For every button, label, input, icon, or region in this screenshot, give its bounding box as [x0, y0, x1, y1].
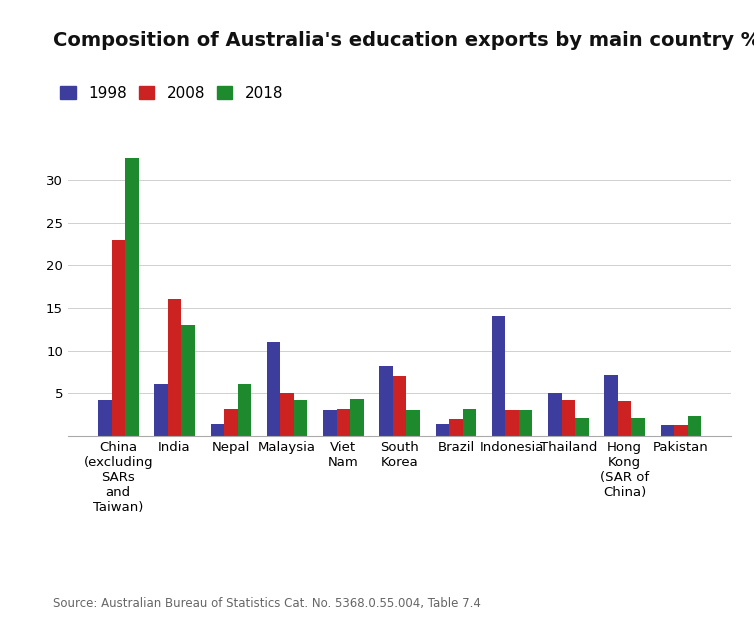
Bar — [168, 300, 181, 436]
Bar — [618, 401, 631, 436]
Bar — [181, 325, 195, 436]
Bar — [661, 425, 674, 436]
Bar — [210, 424, 224, 436]
Bar — [379, 366, 393, 436]
Bar — [155, 384, 168, 436]
Bar — [280, 392, 294, 436]
Text: Composition of Australia's education exports by main country %: Composition of Australia's education exp… — [53, 31, 754, 50]
Bar — [267, 342, 280, 436]
Bar — [98, 400, 112, 436]
Bar — [436, 424, 449, 436]
Bar — [492, 316, 505, 436]
Bar — [562, 400, 575, 436]
Bar — [631, 418, 645, 436]
Bar — [323, 411, 336, 436]
Bar — [336, 409, 350, 436]
Text: Source: Australian Bureau of Statistics Cat. No. 5368.0.55.004, Table 7.4: Source: Australian Bureau of Statistics … — [53, 597, 480, 611]
Legend: 1998, 2008, 2018: 1998, 2008, 2018 — [60, 85, 283, 100]
Bar — [294, 400, 308, 436]
Bar — [406, 409, 420, 436]
Bar — [393, 376, 406, 436]
Bar — [688, 416, 701, 436]
Bar — [112, 240, 125, 436]
Bar — [350, 399, 363, 436]
Bar — [125, 158, 139, 436]
Bar — [224, 409, 238, 436]
Bar — [238, 384, 251, 436]
Bar — [605, 376, 618, 436]
Bar — [519, 409, 532, 436]
Bar — [575, 418, 589, 436]
Bar — [548, 392, 562, 436]
Bar — [463, 409, 476, 436]
Bar — [674, 425, 688, 436]
Bar — [505, 409, 519, 436]
Bar — [449, 419, 463, 436]
